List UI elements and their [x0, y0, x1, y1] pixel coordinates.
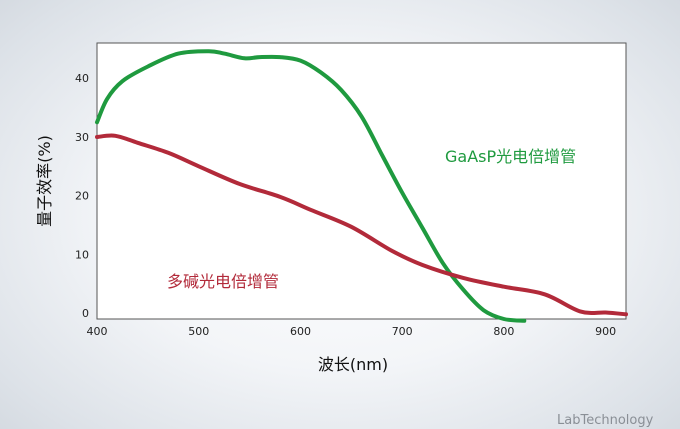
x-tick-label: 900	[595, 325, 616, 338]
y-tick-label: 40	[75, 72, 89, 85]
y-axis-ticks: 0 10 20 30 40	[75, 72, 89, 320]
series-line-gaasp	[95, 49, 527, 323]
y-tick-label: 0	[82, 307, 89, 320]
x-tick-label: 500	[188, 325, 209, 338]
x-axis-ticks: 400 500 600 700 800 900	[87, 325, 617, 338]
credit-watermark: LabTechnology	[557, 413, 654, 428]
x-tick-label: 600	[290, 325, 311, 338]
y-tick-label: 20	[75, 190, 89, 203]
x-tick-label: 800	[493, 325, 514, 338]
x-tick-label: 700	[392, 325, 413, 338]
x-axis-title: 波长(nm)	[318, 355, 388, 374]
series-lines	[95, 49, 628, 323]
series-label-gaasp: GaAsP光电倍增管	[445, 147, 576, 166]
y-axis-title: 量子效率(%)	[35, 135, 54, 227]
plot-area	[96, 42, 627, 320]
y-tick-label: 30	[75, 131, 89, 144]
series-label-multialkali: 多碱光电倍增管	[167, 272, 279, 291]
series-line-multialkali	[95, 133, 628, 317]
y-tick-label: 10	[75, 248, 89, 261]
x-tick-label: 400	[87, 325, 108, 338]
